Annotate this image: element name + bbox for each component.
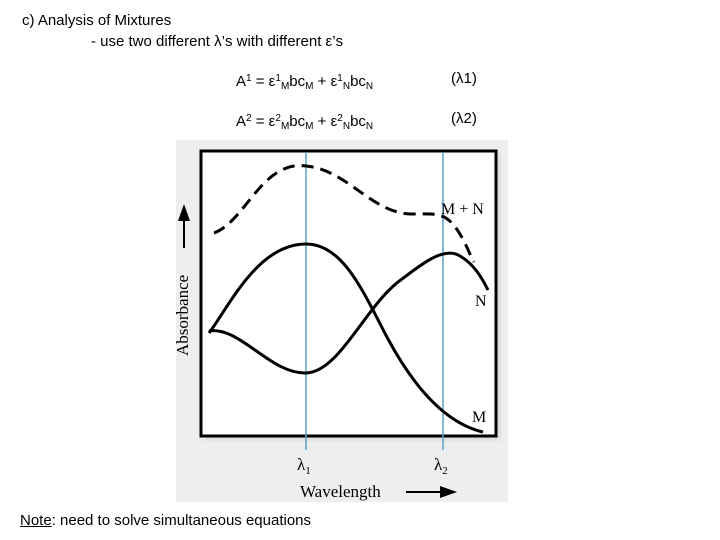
label-m: M — [472, 409, 486, 426]
section-title: c) Analysis of Mixtures — [22, 12, 172, 29]
note: Note: need to solve simultaneous equatio… — [20, 512, 311, 530]
note-text: : need to solve simultaneous equations — [51, 512, 312, 529]
lambda1-label: λ1 — [297, 455, 311, 477]
curve-m-plus-n — [213, 164, 476, 263]
y-axis-arrow — [178, 204, 190, 248]
label-n: N — [475, 293, 487, 310]
x-axis-label: Wavelength — [300, 482, 381, 501]
equation-lambda2-tag: (λ2) — [451, 110, 477, 127]
y-axis-label: Absorbance — [173, 275, 192, 356]
plot-frame — [199, 149, 498, 438]
equation-lambda2: A2 = ε2MbcM + ε2NbcN — [236, 113, 374, 132]
equation-lambda1: A1 = ε1MbcM + ε1NbcN — [236, 73, 374, 92]
lambda2-label: λ2 — [434, 455, 448, 477]
note-label: Note — [20, 512, 52, 529]
curve-n — [208, 251, 490, 375]
equation-lambda1-tag: (λ1) — [451, 70, 477, 87]
label-m-plus-n: M + N — [441, 201, 484, 218]
curve-m — [207, 242, 484, 434]
section-subtitle: - use two different λ’s with different ε… — [91, 33, 344, 50]
x-axis-arrow — [406, 486, 457, 498]
